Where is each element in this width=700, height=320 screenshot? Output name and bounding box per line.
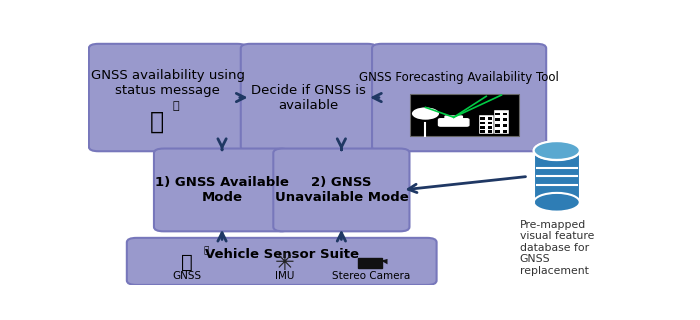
FancyBboxPatch shape (241, 44, 377, 151)
Text: IMU: IMU (274, 271, 294, 281)
Text: 📍: 📍 (173, 101, 179, 111)
FancyBboxPatch shape (273, 148, 410, 231)
Bar (488, 130, 492, 133)
Ellipse shape (533, 141, 580, 160)
Bar (410, 94, 519, 136)
Text: 🌐: 🌐 (150, 110, 164, 134)
Bar (480, 126, 484, 129)
Text: Vehicle Sensor Suite: Vehicle Sensor Suite (204, 247, 358, 260)
Text: GNSS: GNSS (172, 271, 202, 281)
FancyBboxPatch shape (127, 238, 437, 285)
Text: ✳: ✳ (274, 251, 294, 275)
FancyBboxPatch shape (438, 119, 469, 126)
Bar (496, 113, 500, 115)
FancyBboxPatch shape (89, 44, 246, 151)
Text: 1) GNSS Available
Mode: 1) GNSS Available Mode (155, 176, 289, 204)
Bar (503, 124, 507, 127)
Bar (480, 122, 484, 124)
Bar (503, 130, 507, 133)
Bar (496, 124, 500, 127)
FancyBboxPatch shape (372, 44, 546, 151)
Bar (488, 117, 492, 120)
Bar (503, 118, 507, 121)
Ellipse shape (533, 193, 580, 212)
Polygon shape (381, 259, 388, 264)
Bar (496, 130, 500, 133)
Bar (488, 122, 492, 124)
Text: 2) GNSS
Unavailable Mode: 2) GNSS Unavailable Mode (274, 176, 408, 204)
FancyBboxPatch shape (358, 258, 382, 268)
Ellipse shape (533, 141, 580, 160)
FancyBboxPatch shape (154, 148, 290, 231)
Bar (480, 117, 484, 120)
Text: 📍: 📍 (203, 246, 209, 255)
FancyBboxPatch shape (445, 116, 463, 121)
Bar (479, 115, 493, 134)
Text: Pre-mapped
visual feature
database for
GNSS
replacement: Pre-mapped visual feature database for G… (519, 220, 594, 276)
Text: Stereo Camera: Stereo Camera (332, 271, 410, 281)
Text: Decide if GNSS is
available: Decide if GNSS is available (251, 84, 366, 112)
Circle shape (412, 108, 439, 120)
Bar (533, 150, 580, 202)
Bar (494, 110, 509, 134)
Bar (503, 113, 507, 115)
Bar (496, 118, 500, 121)
Bar (480, 130, 484, 133)
Text: GNSS availability using
status message: GNSS availability using status message (91, 69, 245, 97)
Text: GNSS Forecasting Availability Tool: GNSS Forecasting Availability Tool (359, 71, 559, 84)
Bar (488, 126, 492, 129)
Text: 🌐: 🌐 (181, 253, 192, 272)
